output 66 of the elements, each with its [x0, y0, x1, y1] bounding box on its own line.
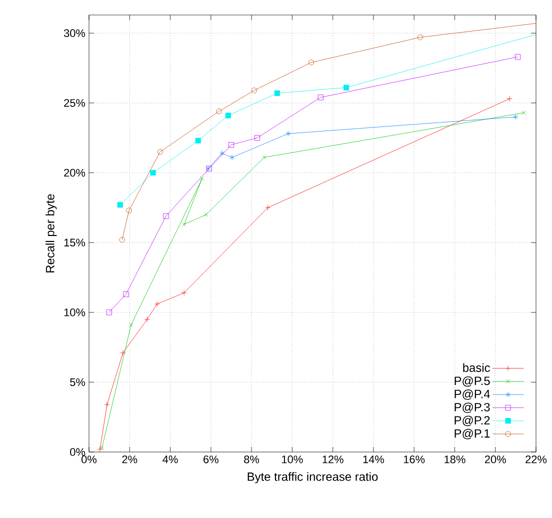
x-tick-label: 20%: [484, 456, 506, 464]
point: [343, 84, 350, 90]
legend-label: P@P.3: [454, 402, 490, 413]
y-tick-label: 5%: [70, 378, 86, 386]
legend-label: P@P.5: [454, 376, 490, 387]
point: [522, 110, 526, 115]
point: [120, 350, 126, 356]
point: [254, 135, 260, 141]
y-tick-label: 30%: [64, 29, 86, 38]
point: [220, 150, 225, 156]
point: [129, 322, 134, 327]
x-tick-label: 2%: [122, 456, 138, 464]
point: [265, 204, 271, 210]
point: [154, 301, 160, 307]
y-tick-label: 0%: [70, 448, 86, 456]
point: [286, 130, 291, 136]
x-tick-label: 16%: [404, 456, 425, 464]
point: [163, 213, 169, 219]
x-tick-label: 14%: [363, 456, 384, 464]
point: [251, 88, 257, 94]
x-tick-label: 22%: [526, 456, 547, 464]
x-axis-title: Byte traffic increase ratio: [248, 472, 378, 484]
point: [119, 236, 125, 243]
point: [157, 149, 163, 155]
legend-label: P@P.1: [454, 428, 490, 440]
point: [318, 94, 324, 100]
point: [123, 291, 129, 298]
point: [100, 446, 104, 450]
point: [274, 90, 280, 96]
point: [225, 112, 231, 118]
point: [106, 310, 112, 316]
point: [104, 402, 110, 408]
y-tick-label: 20%: [64, 168, 86, 177]
point: [117, 202, 123, 208]
point: [417, 34, 423, 40]
point: [182, 222, 186, 226]
point: [195, 138, 201, 144]
point: [181, 290, 187, 296]
point: [200, 176, 204, 180]
point: [228, 142, 234, 148]
x-tick-label: 6%: [204, 456, 218, 464]
point: [216, 108, 222, 114]
point: [144, 316, 150, 322]
point: [513, 114, 518, 120]
x-tick-label: 4%: [162, 456, 178, 464]
point: [230, 154, 234, 160]
point: [150, 170, 156, 176]
x-tick-label: 12%: [322, 456, 344, 464]
point: [97, 446, 103, 452]
point: [126, 208, 132, 214]
x-tick-label: 10%: [282, 456, 303, 464]
point: [262, 155, 266, 160]
legend-label: P@P.2: [454, 416, 490, 426]
point: [308, 60, 314, 66]
y-tick-label: 15%: [64, 238, 86, 246]
point: [506, 96, 512, 102]
point: [204, 212, 208, 217]
x-tick-label: 18%: [444, 456, 466, 464]
x-tick-label: 0%: [82, 456, 97, 464]
y-tick-label: 25%: [64, 99, 86, 107]
point: [514, 54, 521, 60]
y-axis-title: Recall per byte: [46, 194, 57, 272]
x-tick-label: 8%: [244, 456, 260, 464]
y-tick-label: 10%: [64, 308, 86, 316]
legend-label: P@P.4: [454, 389, 490, 400]
legend-label: basic: [463, 363, 490, 372]
